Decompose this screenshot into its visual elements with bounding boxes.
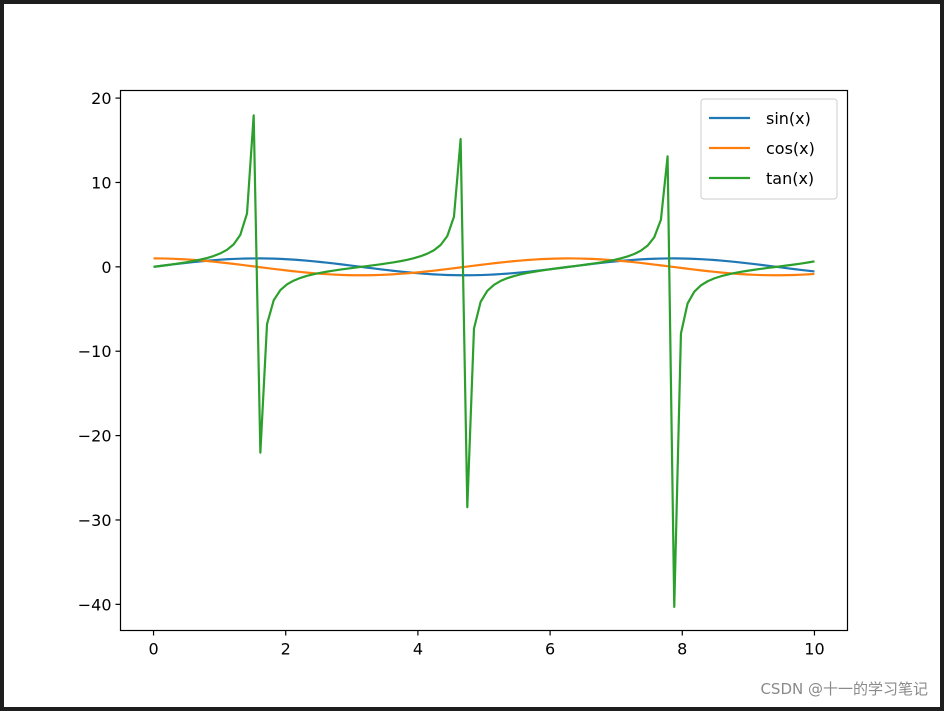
legend-label-cos: cos(x) — [766, 139, 815, 158]
series-lines — [153, 114, 815, 609]
x-tick-label: 8 — [677, 640, 687, 659]
x-axis-ticks: 0 2 4 6 8 10 — [148, 630, 825, 659]
y-tick-label: 10 — [91, 173, 111, 192]
series-line-cos — [153, 257, 815, 277]
series-line-sin — [153, 257, 815, 277]
y-tick-label: 20 — [91, 89, 111, 108]
x-tick-label: 4 — [413, 640, 423, 659]
legend-label-tan: tan(x) — [766, 169, 814, 188]
y-tick-label: −30 — [78, 511, 112, 530]
x-tick-label: 6 — [545, 640, 555, 659]
legend-label-sin: sin(x) — [766, 109, 811, 128]
watermark-text: CSDN @十一的学习笔记 — [760, 680, 928, 698]
y-tick-label: −20 — [78, 427, 112, 446]
y-axis-ticks: 20 10 0 −10 −20 −30 −40 — [78, 89, 121, 614]
axes-frame — [119, 89, 849, 632]
x-tick-label: 10 — [804, 640, 824, 659]
y-tick-label: 0 — [101, 258, 111, 277]
x-tick-label: 2 — [281, 640, 291, 659]
figure-canvas: 0 2 4 6 8 10 20 10 0 −10 −20 −30 −40 sin(x) cos(x) ta… — [4, 4, 940, 707]
legend: sin(x) cos(x) tan(x) — [700, 98, 838, 200]
line-chart: 0 2 4 6 8 10 20 10 0 −10 −20 −30 −40 sin(x) cos(x) ta… — [78, 89, 849, 659]
series-line-tan — [153, 114, 815, 609]
legend-box — [700, 98, 838, 200]
y-tick-label: −40 — [78, 595, 112, 614]
x-tick-label: 0 — [148, 640, 158, 659]
y-tick-label: −10 — [78, 342, 112, 361]
